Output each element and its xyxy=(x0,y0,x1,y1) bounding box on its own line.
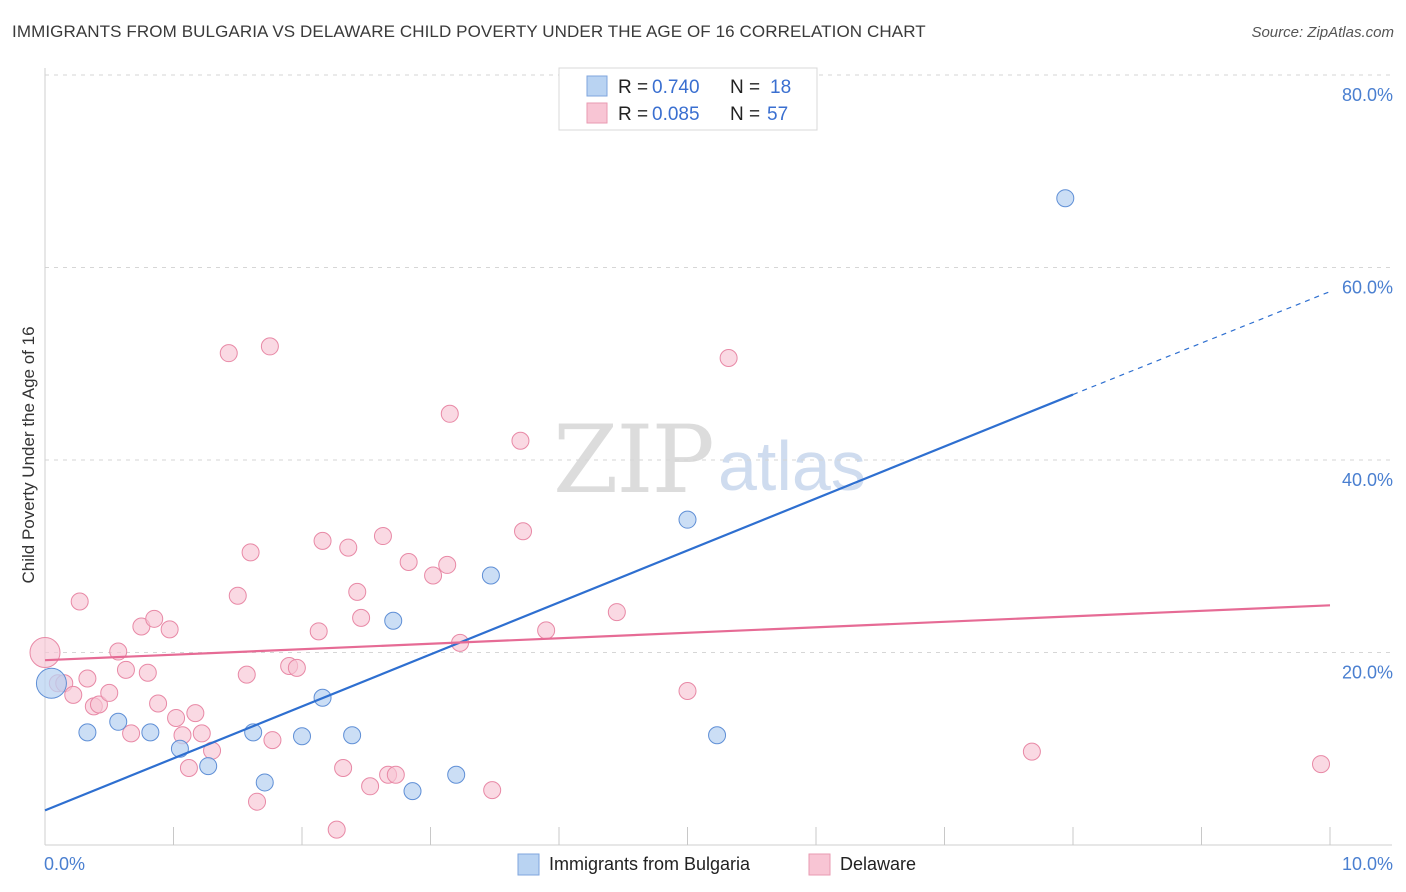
delaware-point xyxy=(361,777,380,796)
delaware-point xyxy=(348,582,367,601)
bulgaria-trend-line xyxy=(44,393,1074,812)
bulgaria-point xyxy=(343,726,362,745)
delaware-point xyxy=(339,538,358,557)
legend-r-value-2: 0.085 xyxy=(652,104,700,125)
delaware-point xyxy=(399,553,418,572)
delaware-point xyxy=(1312,755,1331,774)
delaware-point xyxy=(219,344,238,363)
bulgaria-point xyxy=(293,727,311,746)
bulgaria-trend-extension xyxy=(1072,291,1331,396)
bulgaria-point xyxy=(35,667,67,699)
legend-r-label-2: R = xyxy=(618,104,648,125)
legend-r-label-1: R = xyxy=(618,77,648,98)
delaware-point xyxy=(1022,742,1041,761)
legend-n-label-1: N = xyxy=(730,77,760,98)
delaware-point xyxy=(149,694,168,713)
x-ticks xyxy=(173,827,1331,845)
series-legend-swatch-blue xyxy=(517,853,540,876)
delaware-point xyxy=(440,404,459,423)
y-tick-labels: 20.0% 40.0% 60.0% 80.0% xyxy=(1342,85,1393,683)
delaware-point xyxy=(263,731,282,750)
delaware-point xyxy=(309,622,328,641)
delaware-point xyxy=(386,765,405,784)
watermark-atlas: atlas xyxy=(718,427,866,505)
delaware-point xyxy=(109,642,128,661)
bulgaria-point xyxy=(481,566,500,585)
delaware-point xyxy=(537,621,556,640)
legend-n-value-1: 18 xyxy=(770,77,791,98)
series-legend: Immigrants from Bulgaria Delaware xyxy=(517,853,916,876)
trend-lines xyxy=(44,291,1331,812)
delaware-point xyxy=(160,620,179,639)
chart-title: IMMIGRANTS FROM BULGARIA VS DELAWARE CHI… xyxy=(12,22,926,41)
bulgaria-point xyxy=(141,723,160,742)
delaware-point xyxy=(260,337,279,356)
x-tick-label-min: 0.0% xyxy=(44,854,85,874)
delaware-point xyxy=(248,792,267,811)
delaware-point xyxy=(78,669,97,688)
bulgaria-point xyxy=(384,611,403,630)
bulgaria-point xyxy=(255,773,274,792)
delaware-point xyxy=(373,527,392,546)
series-legend-label-pink: Delaware xyxy=(840,854,916,874)
delaware-point xyxy=(100,683,119,702)
legend-swatch-pink xyxy=(586,102,608,124)
delaware-point xyxy=(192,724,211,743)
delaware-point xyxy=(70,592,89,611)
delaware-point xyxy=(138,663,157,682)
delaware-point xyxy=(334,759,353,777)
y-axis-title: Child Poverty Under the Age of 16 xyxy=(19,326,38,583)
delaware-point xyxy=(327,820,346,839)
y-tick-label-80: 80.0% xyxy=(1342,85,1393,105)
bulgaria-point xyxy=(708,726,727,745)
legend-r-value-1: 0.740 xyxy=(652,77,700,98)
bulgaria-point xyxy=(447,765,466,784)
delaware-point xyxy=(287,658,306,677)
delaware-point xyxy=(237,665,256,684)
delaware-point xyxy=(678,682,697,700)
bulgaria-point xyxy=(1056,189,1075,208)
delaware-point xyxy=(116,660,135,679)
y-tick-label-40: 40.0% xyxy=(1342,470,1393,490)
bulgaria-point xyxy=(78,723,97,742)
legend-n-value-2: 57 xyxy=(767,104,788,125)
x-tick-label-max: 10.0% xyxy=(1342,854,1393,874)
legend-n-label-2: N = xyxy=(730,104,760,125)
source-label: Source: ZipAtlas.com xyxy=(1251,24,1394,41)
legend-swatch-blue xyxy=(586,75,608,97)
delaware-point xyxy=(438,555,457,574)
delaware-point xyxy=(145,609,164,628)
delaware-point xyxy=(122,724,141,743)
bulgaria-point xyxy=(403,782,422,801)
bulgaria-points xyxy=(35,189,1075,801)
gridlines xyxy=(45,74,1392,653)
y-tick-label-20: 20.0% xyxy=(1342,663,1393,683)
bulgaria-point xyxy=(199,757,218,776)
series-legend-swatch-pink xyxy=(808,853,831,876)
delaware-point xyxy=(179,759,198,777)
delaware-point xyxy=(228,586,247,605)
series-legend-label-blue: Immigrants from Bulgaria xyxy=(549,854,751,874)
delaware-point xyxy=(483,781,502,800)
delaware-point xyxy=(514,522,533,541)
delaware-point xyxy=(29,637,61,668)
delaware-point xyxy=(241,543,260,562)
delaware-point xyxy=(719,348,738,367)
y-tick-label-60: 60.0% xyxy=(1342,278,1393,298)
bulgaria-point xyxy=(678,510,697,529)
delaware-point xyxy=(607,603,626,622)
delaware-point xyxy=(89,695,108,714)
delaware-point xyxy=(424,566,443,585)
delaware-point xyxy=(313,531,332,550)
delaware-trend-line xyxy=(44,604,1331,662)
delaware-point xyxy=(167,708,186,727)
stats-legend: R = 0.740 N = 18 R = 0.085 N = 57 xyxy=(558,67,818,131)
delaware-point xyxy=(511,431,530,450)
delaware-point xyxy=(64,685,83,704)
delaware-point xyxy=(352,608,371,627)
delaware-point xyxy=(186,704,205,723)
bulgaria-point xyxy=(109,712,128,731)
